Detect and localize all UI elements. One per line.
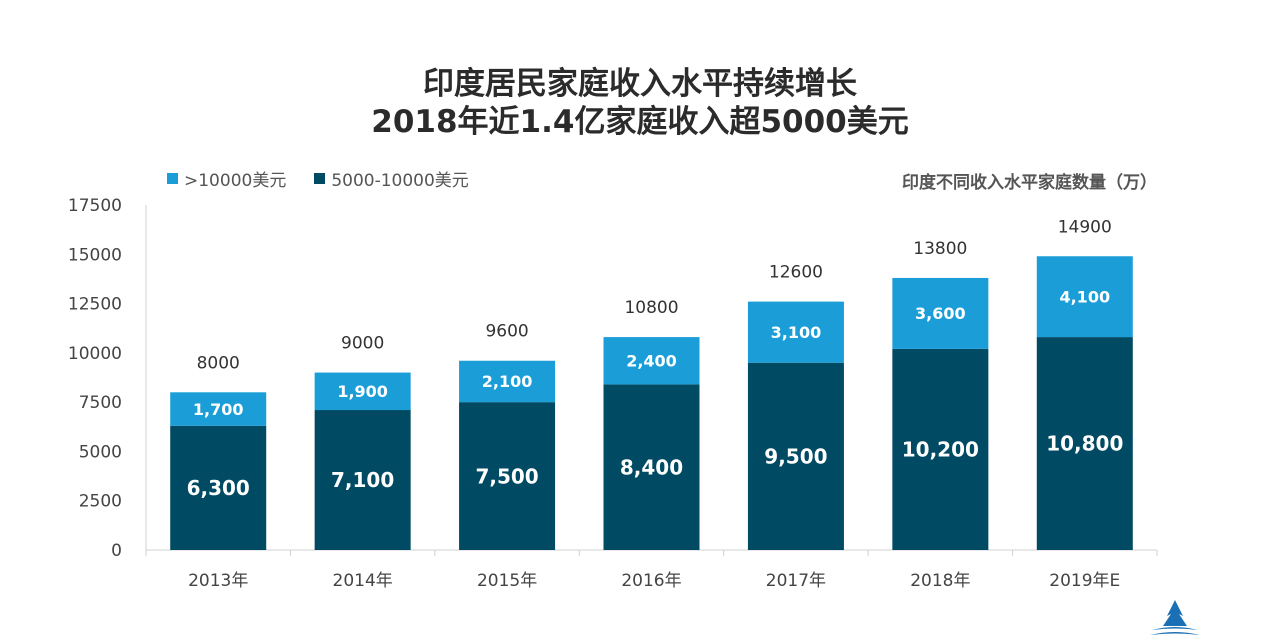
x-tick-label: 2016年	[621, 571, 681, 591]
total-label-2: 9600	[485, 322, 528, 342]
y-tick-label: 12500	[68, 295, 122, 315]
legend-label-mid-income: 5000-10000美元	[331, 171, 469, 191]
data-label-mid-income-0: 6,300	[187, 476, 250, 500]
total-label-3: 10800	[624, 298, 678, 318]
bar-mid-income-5	[892, 348, 989, 550]
legend-item-high-income: >10000美元	[167, 166, 286, 191]
bar-mid-income-3	[603, 384, 700, 550]
bar-mid-income-2	[459, 402, 556, 550]
total-label-1: 9000	[341, 334, 384, 354]
y-tick-label: 17500	[68, 196, 122, 216]
y-tick-label: 15000	[68, 245, 122, 265]
bar-mid-income-1	[314, 410, 411, 550]
x-tick-label: 2015年	[477, 571, 537, 591]
bar-high-income-4	[747, 301, 844, 363]
data-label-mid-income-2: 7,500	[475, 464, 538, 488]
data-label-high-income-3: 2,400	[626, 352, 677, 371]
chart-title-line1: 印度居民家庭收入水平持续增长	[423, 66, 857, 102]
x-tick-label: 2019年E	[1049, 571, 1120, 591]
y-tick-label: 0	[111, 541, 122, 561]
data-label-mid-income-1: 7,100	[331, 468, 394, 492]
data-label-mid-income-4: 9,500	[764, 445, 827, 469]
data-label-mid-income-5: 10,200	[902, 438, 979, 462]
bar-mid-income-0	[170, 425, 267, 550]
chart-title-line2: 2018年近1.4亿家庭收入超5000美元	[371, 104, 909, 140]
bar-mid-income-4	[747, 362, 844, 550]
bar-high-income-6	[1036, 256, 1133, 338]
chart-subtitle: 印度不同收入水平家庭数量（万）	[902, 173, 1157, 193]
legend-swatch-mid-income	[314, 173, 326, 184]
bar-high-income-3	[603, 337, 700, 385]
y-tick-label: 5000	[79, 442, 122, 462]
bar-high-income-2	[459, 360, 556, 403]
data-label-high-income-2: 2,100	[482, 372, 533, 391]
bar-high-income-0	[170, 392, 267, 426]
data-label-mid-income-3: 8,400	[620, 455, 683, 479]
chart-legend: >10000美元 5000-10000美元	[167, 166, 497, 191]
data-label-high-income-6: 4,100	[1059, 287, 1110, 306]
data-label-high-income-0: 1,700	[193, 400, 244, 419]
x-tick-label: 2017年	[766, 571, 826, 591]
y-tick-label: 2500	[79, 492, 122, 512]
legend-item-mid-income: 5000-10000美元	[314, 166, 469, 191]
y-tick-label: 7500	[79, 393, 122, 413]
bar-mid-income-6	[1036, 337, 1133, 550]
x-tick-label: 2014年	[333, 571, 393, 591]
data-label-high-income-5: 3,600	[915, 304, 966, 323]
data-label-high-income-1: 1,900	[337, 382, 388, 401]
data-label-high-income-4: 3,100	[771, 323, 822, 342]
x-tick-label: 2018年	[910, 571, 970, 591]
legend-label-high-income: >10000美元	[184, 171, 287, 191]
total-label-6: 14900	[1058, 217, 1112, 237]
legend-swatch-high-income	[167, 173, 178, 184]
y-tick-label: 10000	[68, 344, 122, 364]
total-label-5: 13800	[913, 239, 967, 259]
total-label-0: 8000	[197, 353, 240, 373]
bar-high-income-1	[314, 372, 411, 411]
bar-high-income-5	[892, 277, 989, 349]
data-label-mid-income-6: 10,800	[1046, 432, 1123, 456]
x-tick-label: 2013年	[188, 571, 248, 591]
logo-icon	[1150, 600, 1200, 635]
total-label-4: 12600	[769, 263, 823, 283]
